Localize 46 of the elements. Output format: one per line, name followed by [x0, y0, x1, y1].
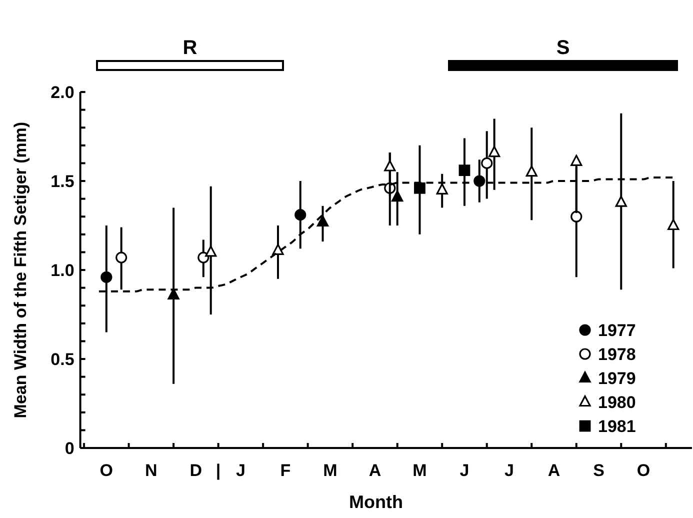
x-tick-label: J: [460, 461, 470, 480]
y-tick-label: 2.0: [50, 82, 74, 102]
x-tick-label: N: [145, 461, 158, 480]
x-tick-label: D: [190, 461, 202, 480]
point: [526, 166, 538, 177]
point: [668, 218, 680, 230]
point: [488, 146, 500, 158]
x-tick-label: A: [368, 461, 382, 480]
x-tick-label: M: [323, 461, 338, 480]
x-tick-label: O: [100, 461, 114, 480]
y-tick-label: 0.5: [50, 350, 74, 369]
x-tick-label: J: [236, 461, 246, 480]
legend-label: 1979: [598, 368, 636, 388]
point: [272, 244, 284, 255]
point: [392, 190, 404, 202]
x-tick-label: O: [636, 461, 650, 480]
x-tick-label: F: [280, 461, 291, 480]
point: [615, 196, 627, 207]
legend-label: 1981: [598, 416, 636, 436]
point: [205, 246, 217, 257]
y-tick-label: 1.0: [50, 260, 74, 280]
legend-label: 1978: [598, 344, 636, 364]
point: [316, 215, 329, 226]
legend-label: 1980: [598, 392, 636, 412]
point: [436, 183, 448, 194]
point: [100, 271, 112, 283]
y-tick-label: 0: [64, 438, 74, 458]
text: R: [182, 37, 198, 59]
y-tick-label: 1.5: [50, 172, 74, 191]
point: [570, 154, 582, 166]
point: [384, 160, 396, 172]
point: [570, 210, 582, 222]
text: S: [556, 37, 570, 59]
x-tick-label: M: [412, 461, 427, 480]
x-tick-label: S: [593, 461, 604, 480]
point: [458, 164, 470, 176]
point: [414, 182, 426, 194]
x-tick-label: J: [504, 461, 514, 480]
x-tick-label: |: [216, 461, 221, 480]
legend-label: 1977: [598, 320, 636, 340]
point: [116, 252, 128, 264]
y-axis-title: Mean Width of the Fifth Setiger (mm): [11, 122, 30, 418]
point: [294, 209, 306, 221]
x-axis-title: Month: [349, 492, 403, 512]
x-tick-label: A: [548, 461, 560, 480]
point: [481, 157, 493, 169]
